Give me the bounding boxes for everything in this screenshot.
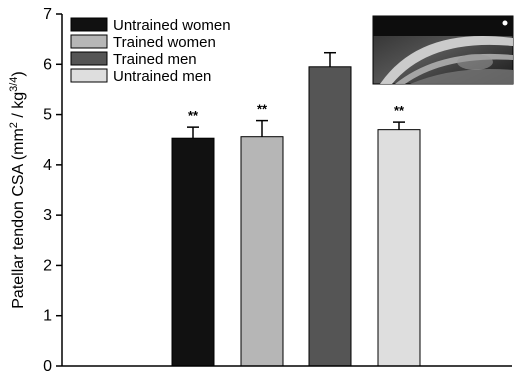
legend-label: Untrained women [113,17,231,34]
y-tick-label: 7 [43,6,52,23]
legend-swatch [70,17,108,32]
y-tick-label: 6 [43,56,52,73]
y-tick-label: 2 [43,257,52,274]
ultrasound-inset-image [372,15,514,85]
y-tick-label: 3 [43,207,52,224]
bar [377,129,421,367]
y-tick-label: 5 [43,107,52,124]
significance-mark: ** [188,108,199,123]
bar [171,137,215,367]
legend-swatch [70,51,108,66]
legend-label: Untrained men [113,68,211,85]
y-axis-label-sup2: 3/4 [8,77,20,92]
y-tick-label: 4 [43,157,52,174]
legend-label: Trained men [113,51,197,68]
bars-group: ** ** ** [171,51,421,367]
y-axis-label-mid: / kg [10,92,27,122]
significance-mark: ** [394,103,405,118]
y-tick-label: 1 [43,308,52,325]
significance-mark: ** [257,102,268,117]
y-ticks: 0 1 2 3 4 5 6 7 [43,6,62,375]
legend-swatch [70,68,108,83]
y-tick-label: 0 [43,358,52,375]
legend-swatch [70,34,108,49]
y-axis-label-end: ) [10,71,27,76]
bar [308,66,352,367]
y-axis-label: Patellar tendon CSA (mm2 / kg3/4) [8,71,27,309]
bar [240,136,284,367]
legend-label: Trained women [113,34,216,51]
axes [61,14,512,367]
y-axis-label-sup1: 2 [8,122,20,128]
y-axis-label-main: Patellar tendon CSA (mm [10,128,27,309]
